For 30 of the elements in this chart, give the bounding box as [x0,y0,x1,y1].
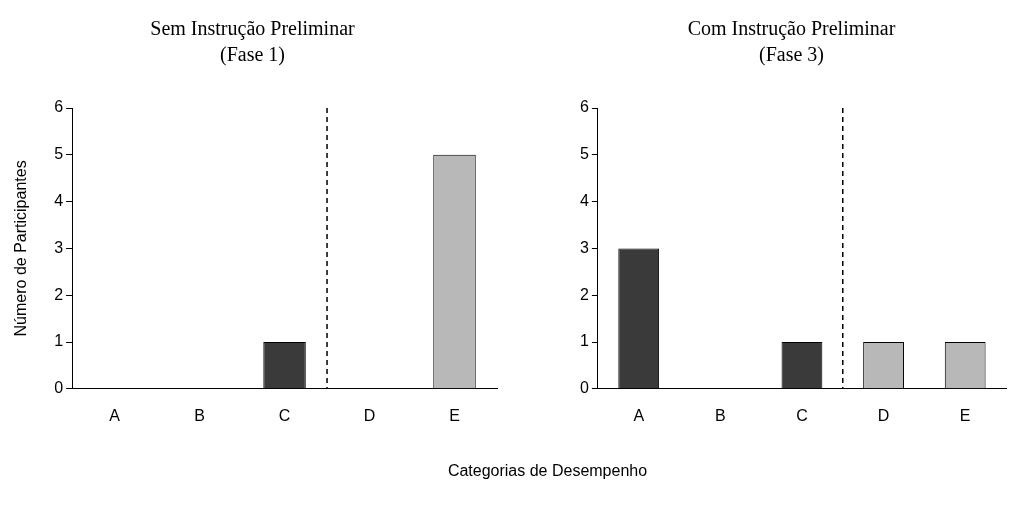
y-tick-label: 3 [579,238,589,256]
y-tick-label: 2 [579,285,589,303]
y-tick-label: 1 [579,332,589,350]
x-tick-label: E [959,406,971,424]
x-tick-label: C [796,406,808,424]
y-tick-label: 0 [54,379,64,397]
y-tick-label: 2 [54,285,64,303]
y-tick-label: 4 [54,192,64,210]
y-tick-label: 3 [54,238,64,256]
y-tick-label: 1 [54,332,64,350]
chart-title: Sem Instrução Preliminar [150,17,356,41]
y-tick-label: 6 [579,98,589,116]
y-tick-label: 4 [579,192,589,210]
x-tick-label: C [278,406,291,424]
x-tick-label: D [363,406,376,424]
y-tick-label: 5 [54,145,64,163]
y-axis-title: Número de Participantes [12,160,30,337]
x-tick-label: B [714,406,726,424]
x-tick-label: D [877,406,890,424]
x-tick-label: E [449,406,460,424]
chart-subtitle: (Fase 3) [759,43,824,67]
chart-subtitle: (Fase 1) [220,43,285,67]
chart-title: Com Instrução Preliminar [687,17,896,41]
y-tick-label: 5 [579,145,589,163]
x-axis-title: Categorias de Desempenho [446,462,649,480]
y-tick-label: 0 [579,379,589,397]
x-tick-label: B [194,406,205,424]
x-tick-label: A [109,406,121,424]
y-tick-label: 6 [54,98,64,116]
x-tick-label: A [633,406,645,424]
